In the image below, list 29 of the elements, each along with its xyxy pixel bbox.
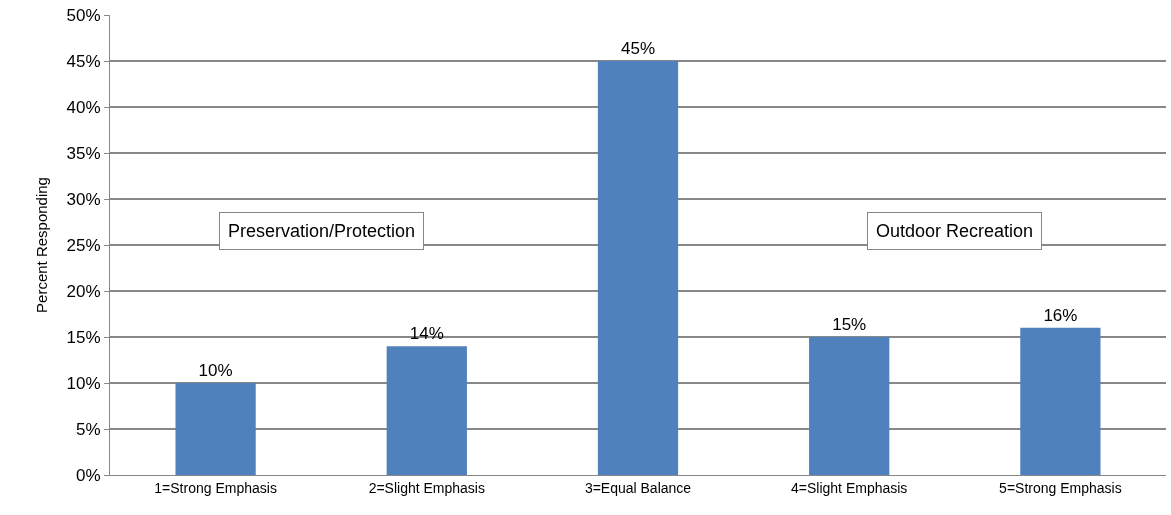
bar xyxy=(597,61,679,475)
annotation: Outdoor Recreation xyxy=(876,221,1034,241)
y-tick-label: 25% xyxy=(66,235,101,255)
bar xyxy=(809,337,890,475)
y-tick-label: 40% xyxy=(66,97,101,117)
y-tick-label: 20% xyxy=(66,281,101,301)
y-tick-label: 50% xyxy=(66,5,101,25)
x-tick-label: 4=Slight Emphasis xyxy=(791,479,908,496)
y-tick-label: 30% xyxy=(66,189,101,209)
bar xyxy=(175,383,256,475)
data-label: 14% xyxy=(409,324,444,344)
x-tick-label: 1=Strong Emphasis xyxy=(154,479,277,496)
data-label: 16% xyxy=(1043,305,1078,325)
data-label: 15% xyxy=(832,315,867,334)
data-label: 10% xyxy=(198,361,233,380)
y-axis-title: Percent Responding xyxy=(32,177,50,313)
x-tick-label: 3=Equal Balance xyxy=(584,479,692,496)
bar xyxy=(1020,327,1101,475)
x-tick-label: 5=Strong Emphasis xyxy=(999,479,1122,496)
annotation: Preservation/Protection xyxy=(228,221,416,241)
y-tick-label: 35% xyxy=(66,143,101,163)
y-tick-label: 45% xyxy=(66,51,101,71)
y-tick-label: 15% xyxy=(66,327,101,347)
y-tick-label: 0% xyxy=(76,465,101,485)
x-tick-label: 2=Slight Emphasis xyxy=(368,479,485,496)
y-tick-label: 10% xyxy=(66,373,101,393)
y-tick-label: 5% xyxy=(76,419,101,439)
bar xyxy=(386,346,467,475)
data-label: 45% xyxy=(620,39,656,58)
